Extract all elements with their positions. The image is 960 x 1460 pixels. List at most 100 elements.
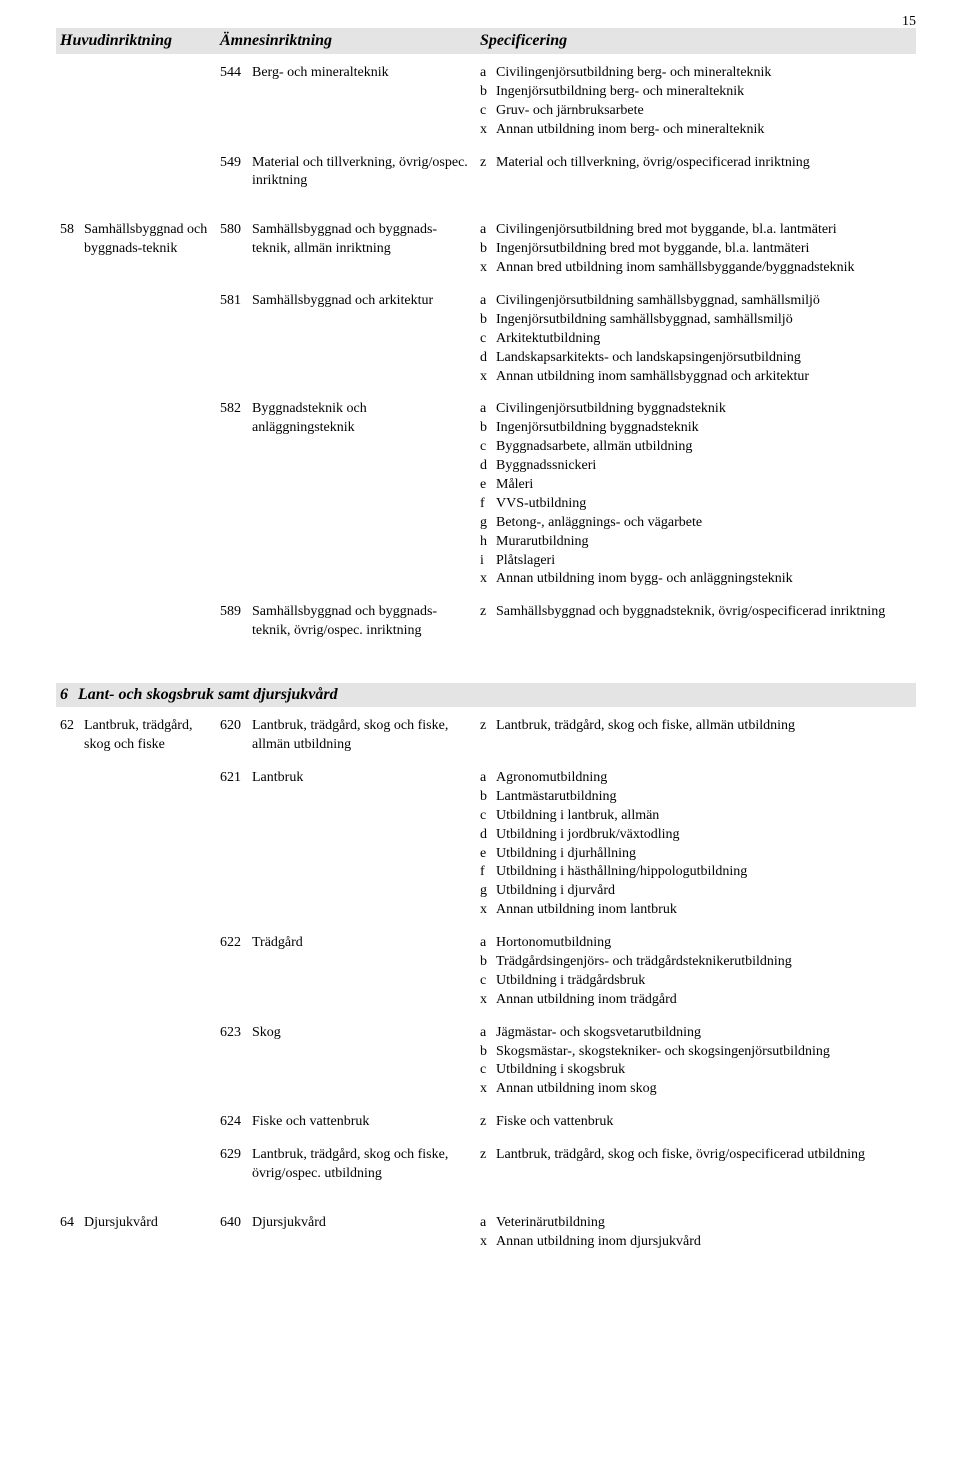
spec-item: xAnnan utbildning inom lantbruk	[480, 901, 916, 920]
spec-item: bIngenjörsutbildning samhällsbyggnad, sa…	[480, 311, 916, 330]
col1-code: 64	[60, 1214, 84, 1233]
spec-list: zFiske och vattenbruk	[480, 1113, 916, 1132]
spec-list: zLantbruk, trädgård, skog och fiske, all…	[480, 717, 916, 755]
sub-row: 623SkogaJägmästar- och skogsvetarutbildn…	[220, 1024, 916, 1100]
col2-code: 549	[220, 154, 252, 192]
col2-label: Djursjukvård	[252, 1214, 480, 1233]
spec-text: Civilingenjörsutbildning berg- och miner…	[496, 64, 916, 83]
page: 15 Huvudinriktning Ämnesinriktning Speci…	[0, 0, 960, 1460]
col2-code-label: 621Lantbruk	[220, 769, 480, 788]
spec-text: Veterinärutbildning	[496, 1214, 916, 1233]
col2-label: Trädgård	[252, 934, 480, 953]
page-number: 15	[902, 14, 916, 30]
spec-letter: z	[480, 1146, 496, 1165]
spec-item: bTrädgårdsingenjörs- och trädgårdsteknik…	[480, 953, 916, 972]
sub-row: 629Lantbruk, trädgård, skog och fiske, ö…	[220, 1146, 916, 1184]
spec-text: Gruv- och järnbruksarbete	[496, 102, 916, 121]
spec-item: cByggnadsarbete, allmän utbildning	[480, 438, 916, 457]
spec-text: Fiske och vattenbruk	[496, 1113, 916, 1132]
spec-list: aCivilingenjörsutbildning byggnadsteknik…	[480, 400, 916, 589]
spec-item: hMurarutbildning	[480, 533, 916, 552]
spec-text: Annan utbildning inom bygg- och anläggni…	[496, 570, 916, 589]
sub-row: 544Berg- och mineralteknikaCivilingenjör…	[220, 64, 916, 140]
spec-list: aVeterinärutbildningxAnnan utbildning in…	[480, 1214, 916, 1252]
col2-code-label: 623Skog	[220, 1024, 480, 1043]
spec-text: Jägmästar- och skogsvetarutbildning	[496, 1024, 916, 1043]
col2-code: 582	[220, 400, 252, 438]
col2-label: Berg- och mineralteknik	[252, 64, 480, 83]
spec-text: Samhällsbyggnad och byggnadsteknik, övri…	[496, 603, 916, 622]
sub-row: 580Samhällsbyggnad och byggnads-teknik, …	[220, 221, 916, 278]
col2-cell: 580Samhällsbyggnad och byggnads-teknik, …	[220, 221, 480, 278]
col2-label: Lantbruk, trädgård, skog och fiske, övri…	[252, 1146, 480, 1184]
col1-label: Lantbruk, trädgård, skog och fiske	[84, 717, 220, 755]
sub-row: 582Byggnadsteknik och anläggningsteknika…	[220, 400, 916, 589]
col2-code: 544	[220, 64, 252, 83]
sub-row: 640DjursjukvårdaVeterinärutbildningxAnna…	[220, 1214, 916, 1252]
col2-cell: 623Skog	[220, 1024, 480, 1100]
spec-item: zFiske och vattenbruk	[480, 1113, 916, 1132]
spec-letter: z	[480, 154, 496, 173]
spec-letter: b	[480, 419, 496, 438]
spec-letter: c	[480, 807, 496, 826]
col2-code: 640	[220, 1214, 252, 1233]
spec-letter: f	[480, 863, 496, 882]
spec-text: Material och tillverkning, övrig/ospecif…	[496, 154, 916, 173]
col2-code: 621	[220, 769, 252, 788]
spec-item: zLantbruk, trädgård, skog och fiske, all…	[480, 717, 916, 736]
spec-item: aCivilingenjörsutbildning berg- och mine…	[480, 64, 916, 83]
spec-text: Annan utbildning inom samhällsbyggnad oc…	[496, 368, 916, 387]
spec-item: zSamhällsbyggnad och byggnadsteknik, övr…	[480, 603, 916, 622]
spec-letter: g	[480, 514, 496, 533]
spec-letter: d	[480, 457, 496, 476]
col1-label: Samhällsbyggnad och byggnads-teknik	[84, 221, 220, 259]
spec-item: fVVS-utbildning	[480, 495, 916, 514]
spec-item: xAnnan utbildning inom bygg- och anläggn…	[480, 570, 916, 589]
header-col2: Ämnesinriktning	[220, 32, 480, 50]
col1-code: 62	[60, 717, 84, 755]
spec-letter: i	[480, 552, 496, 571]
spec-item: cArkitektutbildning	[480, 330, 916, 349]
spec-item: fUtbildning i hästhållning/hippologutbil…	[480, 863, 916, 882]
section-number: 6	[60, 686, 78, 704]
spec-letter: c	[480, 1061, 496, 1080]
col2-code: 623	[220, 1024, 252, 1043]
col2-code-label: 582Byggnadsteknik och anläggningsteknik	[220, 400, 480, 438]
spec-item: eUtbildning i djurhållning	[480, 845, 916, 864]
spec-letter: a	[480, 1214, 496, 1233]
spec-text: Ingenjörsutbildning samhällsbyggnad, sam…	[496, 311, 916, 330]
spec-item: aHortonomutbildning	[480, 934, 916, 953]
spec-letter: x	[480, 570, 496, 589]
spec-text: Lantmästarutbildning	[496, 788, 916, 807]
spec-letter: e	[480, 476, 496, 495]
spec-item: cUtbildning i skogsbruk	[480, 1061, 916, 1080]
col2-cell: 581Samhällsbyggnad och arkitektur	[220, 292, 480, 386]
spec-letter: x	[480, 901, 496, 920]
spec-letter: b	[480, 240, 496, 259]
rows-container: 544Berg- och mineralteknikaCivilingenjör…	[56, 64, 916, 655]
spec-letter: d	[480, 349, 496, 368]
spec-text: Utbildning i jordbruk/växtodling	[496, 826, 916, 845]
spec-list: aCivilingenjörsutbildning berg- och mine…	[480, 64, 916, 140]
spec-text: Plåtslageri	[496, 552, 916, 571]
col1-code-label: 62Lantbruk, trädgård, skog och fiske	[60, 717, 220, 755]
col1-code-label: 58Samhällsbyggnad och byggnads-teknik	[60, 221, 220, 259]
spec-item: bLantmästarutbildning	[480, 788, 916, 807]
spec-letter: c	[480, 972, 496, 991]
spec-item: eMåleri	[480, 476, 916, 495]
spec-text: Trädgårdsingenjörs- och trädgårdsteknike…	[496, 953, 916, 972]
spec-item: aVeterinärutbildning	[480, 1214, 916, 1233]
spec-text: Ingenjörsutbildning byggnadsteknik	[496, 419, 916, 438]
col2-code: 580	[220, 221, 252, 259]
spec-item: zLantbruk, trädgård, skog och fiske, övr…	[480, 1146, 916, 1165]
spec-letter: x	[480, 121, 496, 140]
spec-letter: b	[480, 311, 496, 330]
col2-code: 581	[220, 292, 252, 311]
section-heading: 6 Lant- och skogsbruk samt djursjukvård	[56, 683, 916, 707]
spec-letter: a	[480, 1024, 496, 1043]
spec-text: Ingenjörsutbildning bred mot byggande, b…	[496, 240, 916, 259]
spec-letter: a	[480, 64, 496, 83]
col2-cell: 621Lantbruk	[220, 769, 480, 920]
spec-text: Annan utbildning inom trädgård	[496, 991, 916, 1010]
group-row: 58Samhällsbyggnad och byggnads-teknik580…	[56, 221, 916, 655]
